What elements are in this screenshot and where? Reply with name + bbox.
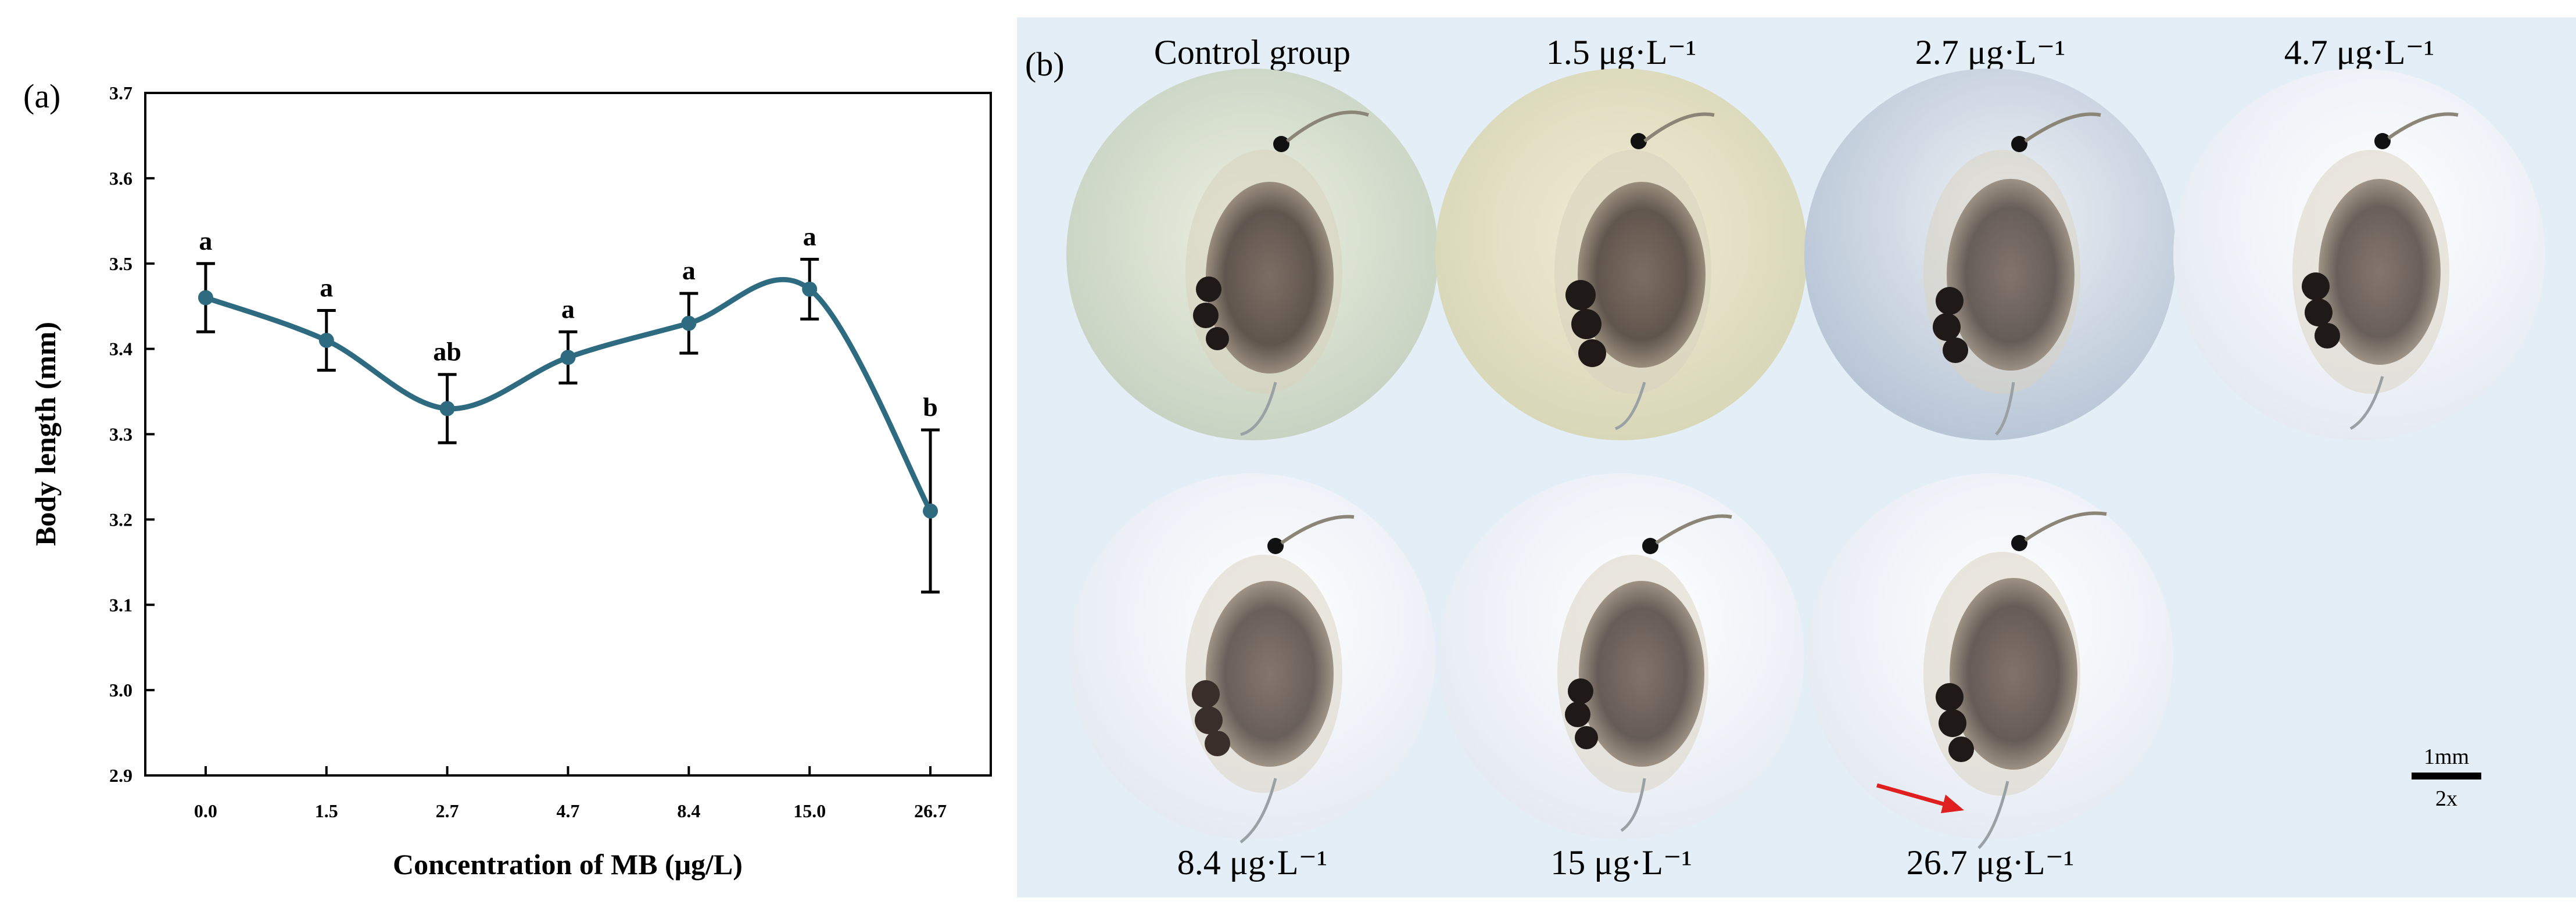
photo-8-4: 8.4 μg·L⁻¹: [1069, 473, 1435, 882]
daphnia-photo-grid: (b) Control group 1.5 μg·L⁻¹: [1025, 33, 2545, 882]
y-tick-label: 3.7: [109, 82, 132, 103]
y-tick-label: 3.0: [109, 680, 132, 701]
daphnia-specimen: [2292, 112, 2459, 430]
significance-label: a: [199, 226, 212, 256]
significance-label: ab: [433, 337, 461, 367]
y-axis: 2.9 3.0 3.1 3.2 3.3 3.4 3.5 3.6 3.7: [109, 82, 155, 786]
y-tick-label: 3.6: [109, 168, 132, 189]
daphnia-specimen: [1185, 515, 1355, 843]
significance-label: b: [923, 392, 938, 422]
photo-label: Control group: [1154, 33, 1350, 71]
panel-b-label: (b): [1025, 45, 1065, 83]
x-tick-label: 1.5: [315, 800, 338, 821]
significance-label: a: [803, 221, 816, 251]
scale-bar-line: [2412, 773, 2481, 780]
y-tick-label: 3.1: [109, 594, 132, 615]
panel-a-label: (a): [23, 77, 60, 115]
y-tick-label: 3.5: [109, 253, 132, 274]
daphnia-specimen: [1557, 514, 1732, 832]
body-length-chart: (a) 2.9 3.0 3.1 3.2 3.3 3.4 3.5 3.6 3.7 0.0 1.5 2.…: [23, 77, 992, 881]
photo-label: 26.7 μg·L⁻¹: [1907, 843, 2074, 882]
photo-label: 1.5 μg·L⁻¹: [1546, 33, 1696, 71]
x-axis-label: Concentration of MB (μg/L): [393, 848, 743, 881]
chart-panel-a: (a) 2.9 3.0 3.1 3.2 3.3 3.4 3.5 3.6 3.7 0.0 1.5 2.…: [0, 0, 1011, 916]
y-tick-label: 3.2: [109, 509, 132, 530]
data-point: [802, 281, 818, 297]
x-tick-label: 2.7: [436, 800, 459, 821]
photo-label: 8.4 μg·L⁻¹: [1177, 843, 1327, 882]
data-point: [560, 350, 576, 365]
photo-label: 4.7 μg·L⁻¹: [2284, 33, 2434, 71]
daphnia-specimen: [1554, 112, 1715, 430]
significance-label: a: [320, 273, 333, 303]
photo-15: 15 μg·L⁻¹: [1438, 473, 1804, 882]
photo-label: 15 μg·L⁻¹: [1550, 843, 1692, 882]
photo-2-7: 2.7 μg·L⁻¹: [1804, 33, 2176, 440]
daphnia-specimen: [1923, 112, 2101, 436]
x-tick-label: 0.0: [194, 800, 217, 821]
scale-bar-magnification: 2x: [2435, 786, 2457, 811]
data-point: [681, 315, 697, 331]
daphnia-specimen: [1923, 511, 2107, 849]
data-point: [318, 332, 334, 348]
photo-control: Control group: [1066, 33, 1438, 440]
plot-frame: [144, 92, 992, 777]
y-tick-label: 3.3: [109, 424, 132, 445]
photo-label: 2.7 μg·L⁻¹: [1915, 33, 2065, 71]
x-tick-label: 8.4: [677, 800, 700, 821]
daphnia-specimen: [1185, 110, 1369, 436]
photo-26-7: 26.7 μg·L⁻¹: [1807, 473, 2173, 882]
x-axis: 0.0 1.5 2.7 4.7 8.4 15.0 26.7: [194, 766, 947, 821]
scale-bar-length: 1mm: [2424, 745, 2469, 769]
data-point: [923, 503, 938, 519]
tail-spine-arrow: [1876, 783, 1964, 813]
y-tick-label: 3.4: [109, 339, 132, 360]
scale-bar: 1mm 2x: [2412, 745, 2481, 811]
data-point: [439, 401, 455, 416]
photo-4-7: 4.7 μg·L⁻¹: [2173, 33, 2545, 440]
photo-1-5: 1.5 μg·L⁻¹: [1435, 33, 1807, 440]
significance-label: a: [561, 294, 575, 324]
x-tick-label: 15.0: [793, 800, 826, 821]
x-tick-label: 26.7: [914, 800, 947, 821]
significance-label: a: [682, 256, 696, 285]
photo-panel-b: (b) Control group 1.5 μg·L⁻¹: [1017, 17, 2576, 897]
y-tick-label: 2.9: [109, 765, 132, 786]
y-axis-label: Body length (mm): [29, 322, 62, 546]
x-tick-label: 4.7: [557, 800, 580, 821]
data-point: [198, 290, 213, 306]
